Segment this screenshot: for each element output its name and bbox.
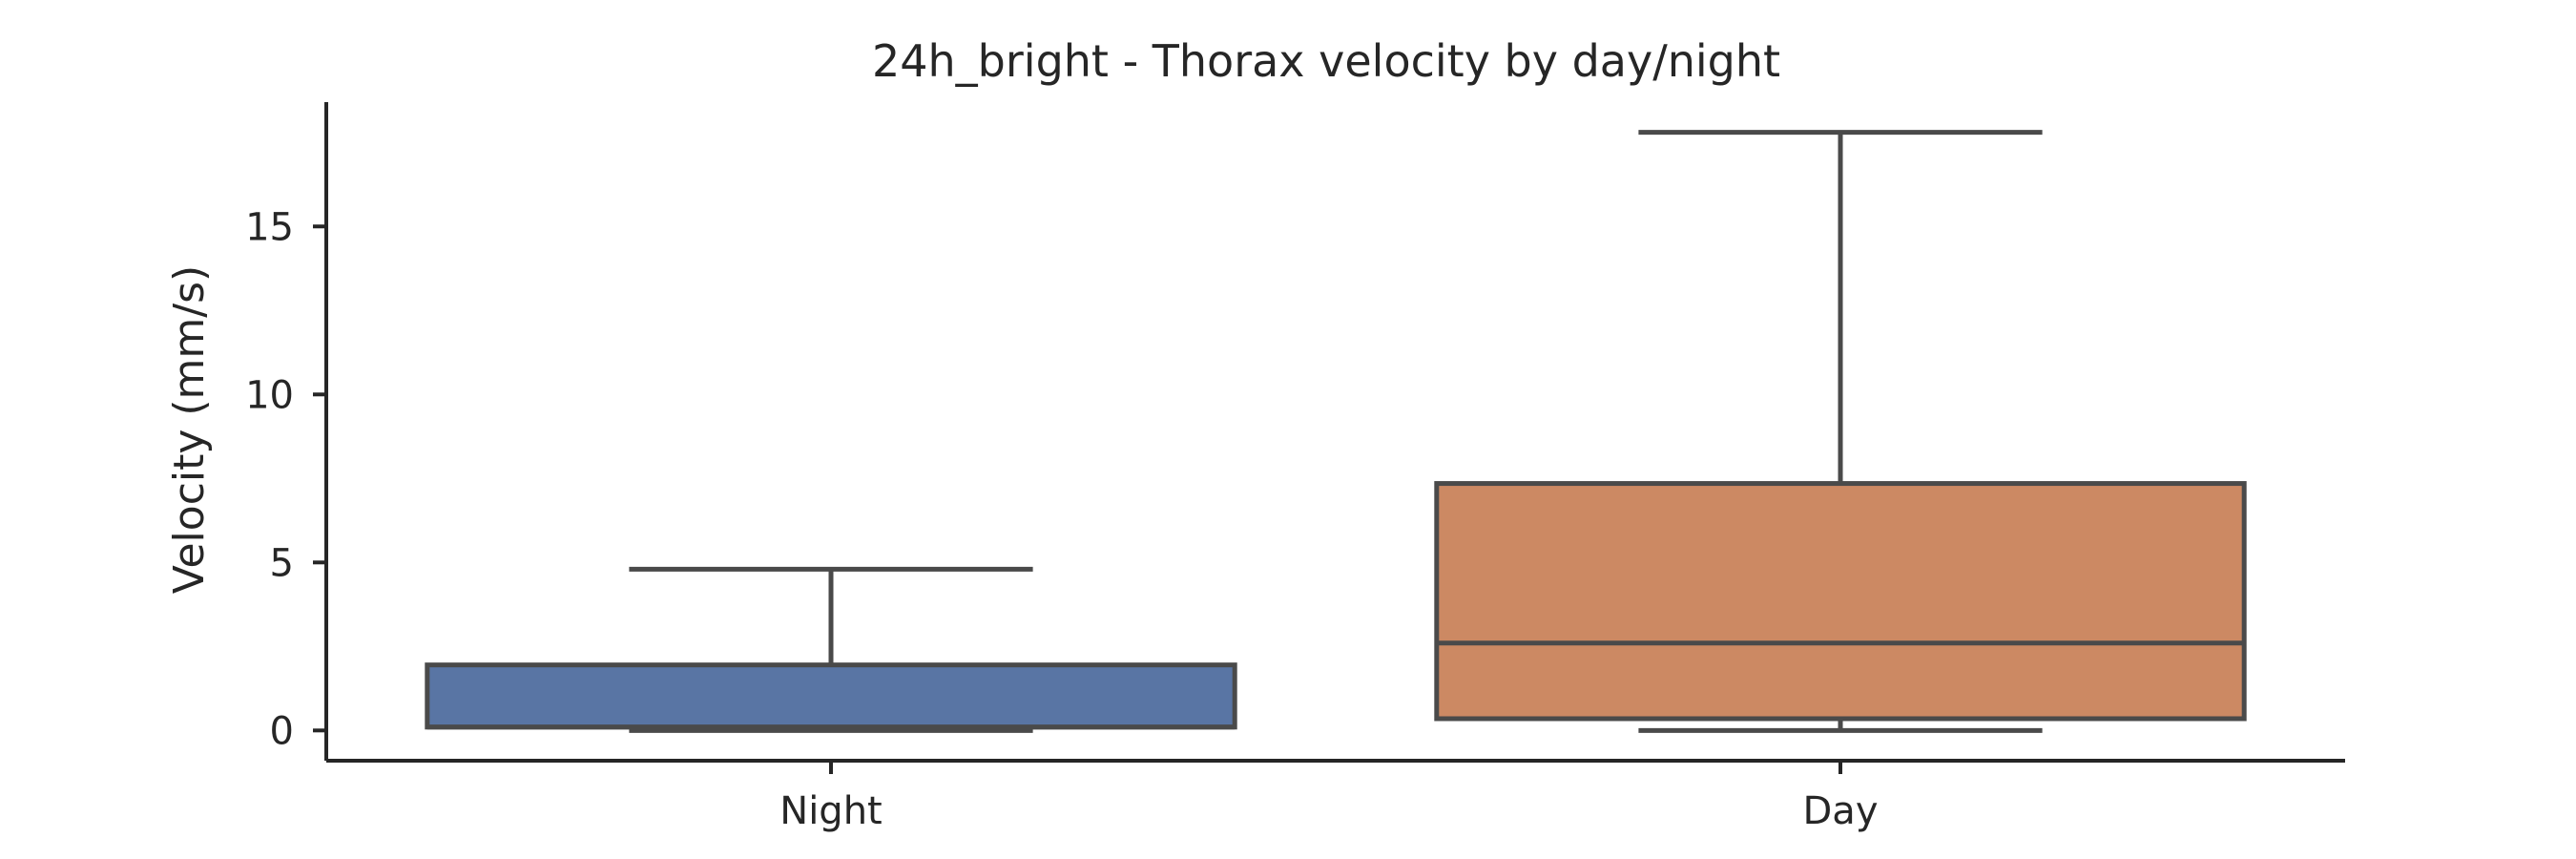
y-tick-label: 15: [245, 205, 294, 249]
x-axis-ticks: Night Day: [779, 761, 1878, 833]
y-axis-ticks: 0 5 10 15: [245, 205, 326, 753]
y-tick-label: 0: [270, 709, 294, 753]
box-night: [425, 566, 1237, 733]
box-day: [1434, 130, 2247, 733]
chart-title: 24h_bright - Thorax velocity by day/nigh…: [872, 35, 1780, 87]
plot-area: [425, 130, 2247, 733]
iqr-box: [425, 662, 1237, 730]
y-tick-label: 10: [245, 373, 294, 417]
x-tick-label: Night: [779, 789, 882, 833]
x-tick-label: Day: [1803, 789, 1879, 833]
y-axis-label: Velocity (mm/s): [165, 265, 214, 594]
iqr-box: [1434, 481, 2247, 722]
y-tick-label: 5: [270, 541, 294, 585]
